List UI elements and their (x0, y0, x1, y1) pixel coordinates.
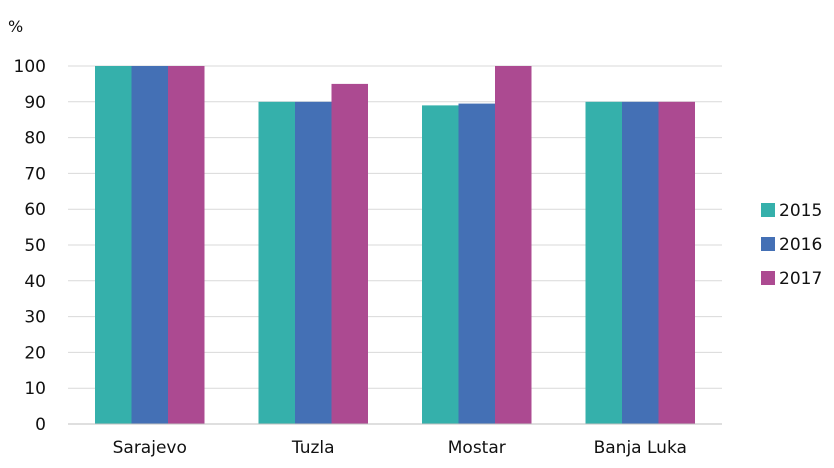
legend-swatch (761, 237, 775, 251)
legend-label: 2017 (779, 269, 822, 289)
y-tick-label: 80 (24, 129, 46, 149)
y-tick-label: 10 (24, 379, 46, 399)
y-tick-label: 90 (24, 93, 46, 113)
unit-label: % (8, 17, 23, 36)
bar-2015-sarajevo (95, 66, 132, 424)
legend-label: 2016 (779, 235, 822, 255)
legend-swatch (761, 271, 775, 285)
legend-label: 2015 (779, 201, 822, 221)
bar-2016-sarajevo (131, 66, 168, 424)
bar-2017-tuzla (331, 83, 368, 425)
bar-2015-mostar (422, 105, 459, 424)
x-axis-categories: Sarajevo Tuzla Mostar Banja Luka (113, 438, 687, 458)
y-tick-label: 30 (24, 308, 46, 328)
legend: 2015 2016 2017 (761, 201, 822, 289)
bar-2017-mostar (495, 66, 532, 424)
x-category-label: Tuzla (291, 438, 335, 458)
y-tick-label: 0 (35, 415, 46, 435)
bar-2016-banja-luka (622, 101, 659, 425)
y-tick-label: 70 (24, 164, 46, 184)
bar-2016-mostar (458, 103, 495, 424)
bar-2016-tuzla (295, 101, 332, 425)
y-tick-label: 40 (24, 272, 46, 292)
x-category-label: Banja Luka (594, 438, 687, 458)
x-category-label: Mostar (448, 438, 506, 458)
y-axis-ticks: 0 10 20 30 40 50 60 70 80 90 100 (14, 57, 46, 435)
bar-2015-tuzla (258, 101, 295, 425)
bar-2015-banja-luka (585, 101, 622, 425)
legend-swatch (761, 203, 775, 217)
y-tick-label: 60 (24, 200, 46, 220)
x-category-label: Sarajevo (113, 438, 187, 458)
bar-2017-sarajevo (168, 66, 205, 424)
y-tick-label: 50 (24, 236, 46, 256)
y-tick-label: 20 (24, 343, 46, 363)
bars (95, 66, 695, 425)
bar-2017-banja-luka (658, 101, 695, 425)
y-tick-label: 100 (14, 57, 46, 77)
